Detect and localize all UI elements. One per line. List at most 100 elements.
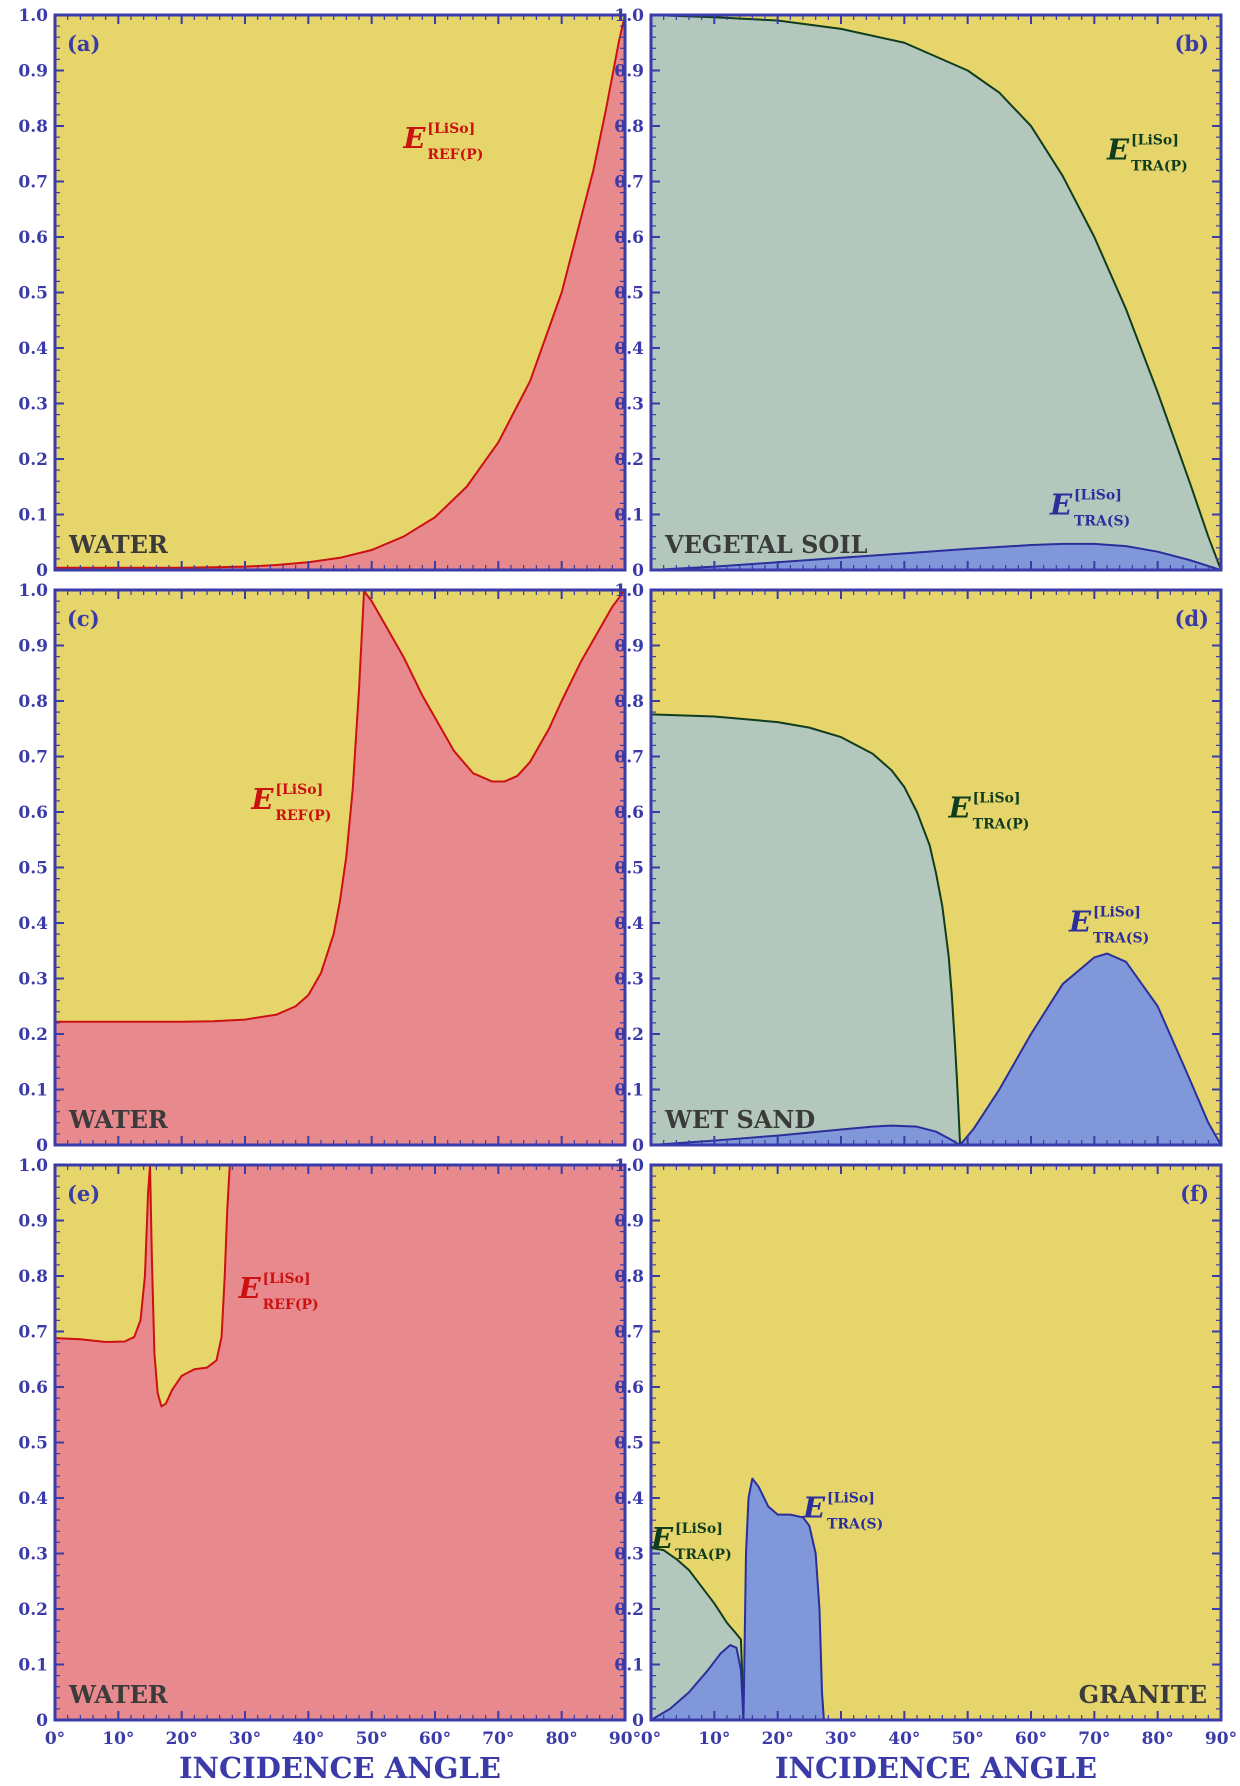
curve-label-trap: E [LiSo] TRA(P)	[650, 1521, 732, 1563]
x-tick-label: 80°	[546, 1729, 578, 1749]
panel-letter: (d)	[1174, 606, 1209, 631]
y-tick-label: 1.0	[614, 1156, 644, 1176]
series-fill-tras	[651, 543, 1221, 570]
y-tick-label: 0.3	[18, 395, 48, 415]
y-tick-label: 0.5	[18, 1434, 48, 1454]
x-tick-label: 70°	[1078, 1729, 1110, 1749]
y-tick-label: 1.0	[614, 581, 644, 601]
series-fill-tras	[651, 953, 1221, 1145]
y-tick-label: 0	[632, 1136, 644, 1156]
y-tick-label: 0.8	[18, 117, 48, 137]
material-label: WATER	[68, 530, 169, 559]
curve-label-sup: [LiSo]	[827, 1490, 875, 1506]
y-tick-label: 0.3	[18, 970, 48, 990]
curve-label-E: E	[802, 1490, 826, 1524]
curve-label-sup: [LiSo]	[1093, 904, 1141, 920]
axis-ticks	[54, 14, 626, 571]
y-tick-label: 0.4	[18, 339, 48, 359]
x-axis-title: INCIDENCE ANGLE	[179, 1751, 501, 1785]
y-tick-label: 0.8	[614, 692, 644, 712]
curve-label-sup: [LiSo]	[675, 1521, 723, 1537]
y-tick-label: 1.0	[18, 1156, 48, 1176]
series-line-trap	[651, 15, 1221, 570]
axis-ticks	[650, 1164, 1222, 1721]
curve-label-E: E	[250, 782, 274, 816]
y-tick-label: 0.3	[614, 1545, 644, 1565]
series-fill-ref	[55, 15, 625, 570]
y-tick-label: 0.1	[18, 506, 48, 526]
series-line-tras	[651, 1477, 825, 1720]
series-line-trap	[651, 1546, 745, 1720]
plot-area	[651, 713, 1221, 1145]
y-tick-label: 0.5	[614, 859, 644, 879]
curve-label-E: E	[1068, 904, 1092, 938]
chart-panel-f: 0 0.1 0.2 0.3 0.4 0.5 0.6 0.7 0.8 0.9 1.0 (f) GRANIT…	[614, 1156, 1223, 1731]
panel-letter: (c)	[67, 606, 100, 631]
chart-panel-b: 0 0.1 0.2 0.3 0.4 0.5 0.6 0.7 0.8 0.9 1.0 (b) VEGETA…	[614, 6, 1223, 581]
curve-label-E: E	[238, 1271, 262, 1305]
curve-label-E: E	[948, 791, 972, 825]
series-fill-tras	[651, 1478, 824, 1720]
y-tick-label: 0.6	[614, 1378, 644, 1398]
curve-label-tras: E [LiSo] TRA(S)	[1049, 488, 1130, 530]
plot-area	[55, 1165, 625, 1720]
plot-area	[55, 590, 625, 1145]
y-tick-label: 0.1	[614, 1656, 644, 1676]
y-tick-label: 0.7	[614, 1323, 644, 1343]
material-label: WATER	[68, 1105, 169, 1134]
y-tick-label: 0.5	[614, 1434, 644, 1454]
y-tick-label: 0.9	[614, 1212, 644, 1232]
curve-label-sup: [LiSo]	[1074, 488, 1122, 504]
material-label: WET SAND	[664, 1105, 815, 1134]
y-tick-label: 1.0	[18, 581, 48, 601]
curve-label-sup: [LiSo]	[973, 791, 1021, 807]
y-tick-label: 0.9	[18, 1212, 48, 1232]
y-tick-label: 0.3	[614, 970, 644, 990]
x-tick-label: 0°	[641, 1729, 661, 1749]
panel-letter: (e)	[67, 1181, 100, 1206]
y-tick-label: 0.6	[18, 228, 48, 248]
plot-area	[55, 15, 625, 570]
chart-panel-a: 0 0.1 0.2 0.3 0.4 0.5 0.6 0.7 0.8 0.9 1.0 (a) WATER E…	[18, 6, 627, 581]
y-tick-label: 0.3	[614, 395, 644, 415]
x-tick-label: 50°	[952, 1729, 984, 1749]
x-tick-label: 70°	[482, 1729, 514, 1749]
x-tick-label: 60°	[1015, 1729, 1047, 1749]
curve-label-sup: [LiSo]	[263, 1271, 311, 1287]
material-label: WATER	[68, 1680, 169, 1709]
y-tick-label: 0.9	[18, 62, 48, 82]
material-label: VEGETAL SOIL	[664, 530, 868, 559]
y-tick-label: 0	[36, 1711, 48, 1731]
y-tick-label: 0.8	[614, 117, 644, 137]
plot-area	[651, 1477, 825, 1720]
x-tick-label: 30°	[229, 1729, 261, 1749]
curve-label-E: E	[402, 121, 426, 155]
curve-label-ref: E [LiSo] REF(P)	[238, 1271, 319, 1313]
y-tick-label: 0	[36, 561, 48, 581]
y-tick-label: 0.5	[614, 284, 644, 304]
curve-label-trap: E [LiSo] TRA(P)	[1106, 132, 1188, 174]
y-tick-label: 1.0	[18, 6, 48, 26]
y-tick-label: 0.8	[18, 692, 48, 712]
chart-panel-d: 0 0.1 0.2 0.3 0.4 0.5 0.6 0.7 0.8 0.9 1.0 (d) WET SA…	[614, 581, 1223, 1156]
curve-label-sup: [LiSo]	[275, 782, 323, 798]
y-tick-label: 0.7	[18, 748, 48, 768]
axis-ticks	[650, 14, 1222, 571]
x-tick-label: 0°	[45, 1729, 65, 1749]
y-tick-label: 0.2	[18, 450, 48, 470]
y-tick-label: 0.8	[614, 1267, 644, 1287]
curve-label-sub: TRA(P)	[1131, 158, 1188, 174]
x-tick-label: 50°	[356, 1729, 388, 1749]
curve-label-E: E	[1049, 488, 1073, 522]
axis-ticks	[54, 1164, 626, 1721]
y-tick-label: 0.8	[18, 1267, 48, 1287]
y-tick-label: 0.3	[18, 1545, 48, 1565]
y-tick-label: 0.6	[18, 1378, 48, 1398]
curve-label-tras: E [LiSo] TRA(S)	[1068, 904, 1149, 946]
y-tick-label: 0.4	[18, 1489, 48, 1509]
y-tick-label: 0.4	[614, 914, 644, 934]
y-tick-label: 0.7	[18, 1323, 48, 1343]
curve-label-sub: REF(P)	[263, 1297, 319, 1313]
y-tick-label: 0.9	[614, 62, 644, 82]
chart-panel-e: 0 0.1 0.2 0.3 0.4 0.5 0.6 0.7 0.8 0.9 1.0 (e) WATER E…	[18, 1156, 627, 1731]
